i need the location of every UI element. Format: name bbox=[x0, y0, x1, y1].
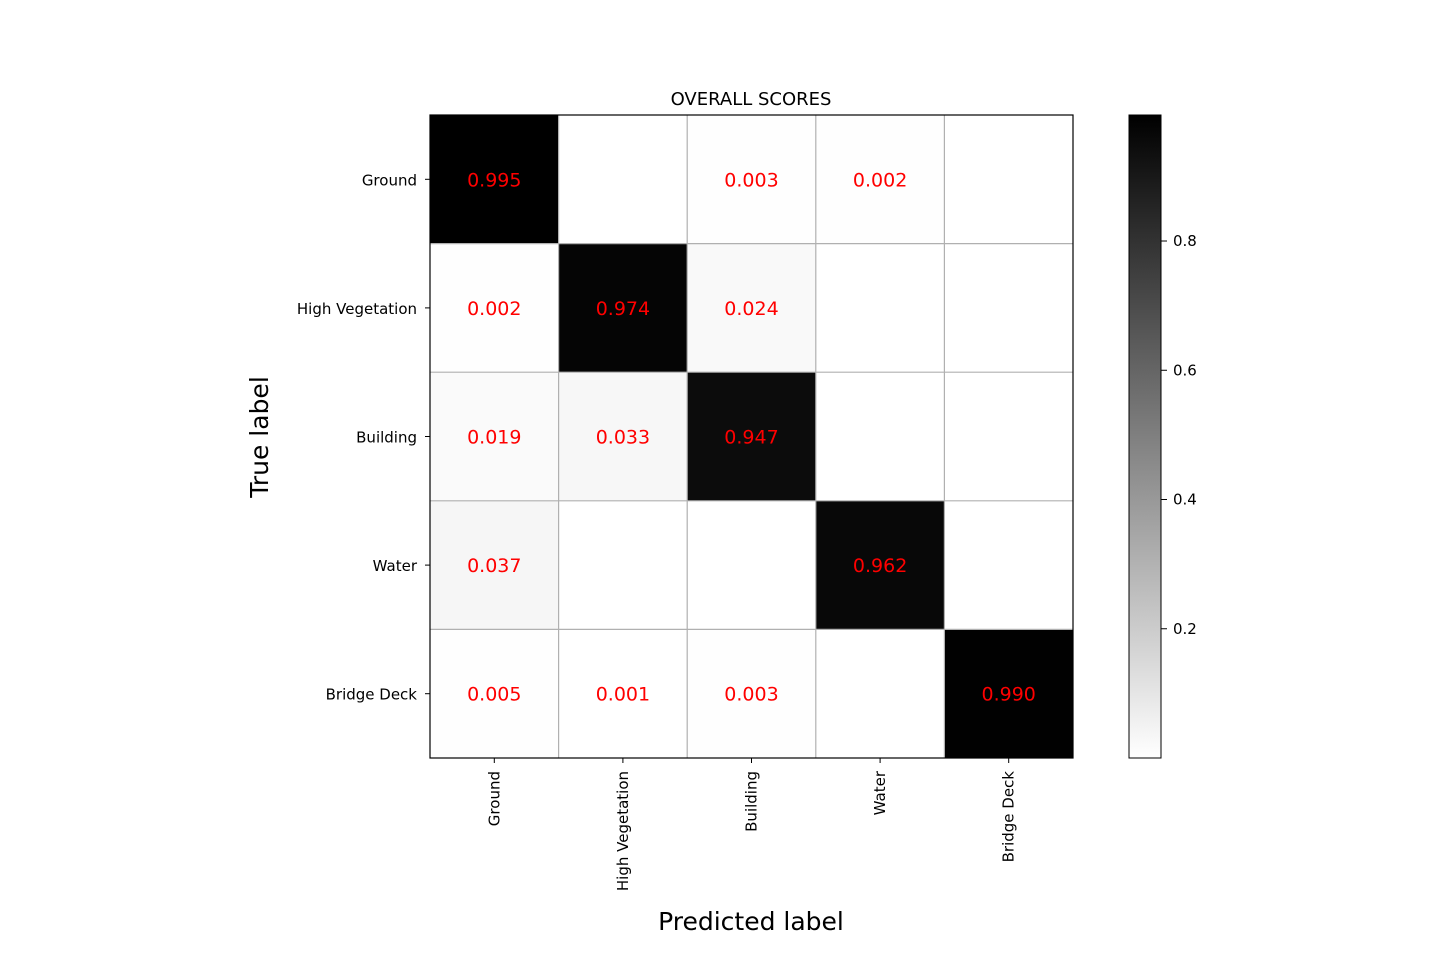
chart-title: OVERALL SCORES bbox=[671, 89, 832, 110]
heatmap-cell bbox=[558, 243, 688, 373]
heatmap-cell bbox=[944, 115, 1073, 244]
heatmap-cell bbox=[558, 500, 688, 630]
y-axis-label: True label bbox=[245, 376, 274, 499]
x-tick-labels: Ground High Vegetation Building Water Bridge… bbox=[485, 758, 1018, 891]
cell-value-label: 0.033 bbox=[596, 427, 650, 449]
cell-value-label: 0.962 bbox=[853, 555, 907, 577]
grid-lines bbox=[430, 115, 1073, 758]
cell-value-label: 0.974 bbox=[596, 298, 650, 320]
heatmap-cell bbox=[687, 500, 816, 630]
heatmap-cell bbox=[687, 115, 816, 244]
heatmap-cell bbox=[430, 243, 559, 373]
heatmap-cell bbox=[558, 115, 688, 244]
heatmap-cell bbox=[430, 629, 559, 758]
heatmap-cell bbox=[944, 500, 1073, 630]
heatmap-cell bbox=[430, 372, 559, 501]
cell-value-label: 0.002 bbox=[467, 298, 521, 320]
heatmap-cell bbox=[815, 115, 945, 244]
heatmap-cell bbox=[815, 372, 945, 501]
y-tick-labels: Ground High Vegetation Building Water Bridge… bbox=[297, 171, 430, 704]
cell-value-label: 0.003 bbox=[724, 684, 778, 706]
cell-value-label: 0.947 bbox=[724, 427, 778, 449]
heatmap-cell bbox=[430, 500, 559, 630]
heatmap-cell bbox=[815, 629, 945, 758]
cell-value-labels: 0.995 0.003 0.002 0.002 0.974 0.024 0.019 0.033… bbox=[467, 169, 1036, 705]
cell-value-label: 0.001 bbox=[596, 684, 650, 706]
x-tick-label: Bridge Deck bbox=[1000, 771, 1018, 863]
heatmap-cell bbox=[687, 372, 816, 501]
colorbar bbox=[1128, 114, 1162, 759]
colorbar-tick-label: 0.6 bbox=[1173, 361, 1197, 379]
y-tick-label: Bridge Deck bbox=[326, 686, 418, 704]
x-axis-label: Predicted label bbox=[658, 907, 844, 936]
heatmap-cell bbox=[944, 372, 1073, 501]
cell-value-label: 0.990 bbox=[981, 684, 1035, 706]
cell-value-label: 0.003 bbox=[724, 169, 778, 191]
heatmap-cell bbox=[430, 115, 559, 244]
x-tick-label: High Vegetation bbox=[614, 771, 632, 891]
heatmap-cell bbox=[944, 629, 1073, 758]
cell-value-label: 0.002 bbox=[853, 169, 907, 191]
y-tick-label: Building bbox=[356, 429, 417, 447]
y-tick-label: Ground bbox=[362, 171, 417, 189]
cell-value-label: 0.024 bbox=[724, 298, 778, 320]
heatmap-cell bbox=[687, 243, 816, 373]
cell-value-label: 0.005 bbox=[467, 684, 521, 706]
x-tick-label: Building bbox=[743, 771, 761, 832]
heatmap-cell bbox=[558, 372, 688, 501]
colorbar-tick-label: 0.4 bbox=[1173, 491, 1197, 509]
colorbar-ticks: 0.2 0.4 0.6 0.8 bbox=[1161, 232, 1197, 638]
heatmap-cell bbox=[815, 243, 945, 373]
y-tick-label: Water bbox=[373, 557, 418, 575]
colorbar-tick-label: 0.2 bbox=[1173, 620, 1197, 638]
colorbar-tick-label: 0.8 bbox=[1173, 232, 1197, 250]
cell-value-label: 0.995 bbox=[467, 169, 521, 191]
cell-value-label: 0.019 bbox=[467, 427, 521, 449]
x-tick-label: Ground bbox=[485, 771, 503, 826]
heatmap-cell bbox=[558, 629, 688, 758]
heatmap-cell bbox=[815, 500, 945, 630]
heatmap-cells bbox=[430, 115, 1073, 758]
x-tick-label: Water bbox=[871, 770, 889, 815]
heatmap-cell bbox=[687, 629, 816, 758]
heatmap-cell bbox=[944, 243, 1073, 373]
y-tick-label: High Vegetation bbox=[297, 300, 417, 318]
cell-value-label: 0.037 bbox=[467, 555, 521, 577]
